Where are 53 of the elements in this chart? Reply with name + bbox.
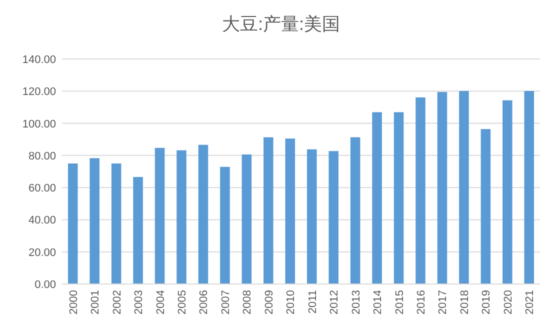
x-tick-label: 2003: [133, 290, 146, 314]
x-tick-label: 2014: [372, 290, 384, 314]
x-tick-label: 2006: [198, 290, 210, 314]
x-tick-label: 2011: [306, 290, 319, 314]
bar: [154, 148, 165, 284]
bar: [372, 112, 382, 284]
x-tick-label: 2020: [502, 290, 514, 314]
x-tick-label: 2016: [416, 290, 428, 314]
x-tick-label: 2013: [350, 290, 362, 314]
bar: [350, 137, 360, 284]
bar: [90, 158, 100, 284]
bar: [437, 92, 448, 284]
bar: [264, 137, 274, 284]
bar: [111, 163, 122, 284]
bar: [133, 176, 143, 284]
bar: [480, 129, 491, 284]
bar: [328, 151, 338, 284]
y-tick-label: 0.00: [34, 279, 56, 291]
bar: [198, 144, 208, 284]
y-tick-label: 80.00: [28, 150, 56, 162]
bar: [394, 112, 404, 284]
x-tick-label: 2002: [111, 290, 124, 314]
x-tick-label: 2007: [220, 290, 232, 314]
x-tick-label: 2018: [458, 290, 471, 314]
x-tick-label: 2019: [480, 290, 493, 314]
bar: [306, 149, 317, 284]
x-tick-label: 2009: [263, 290, 276, 314]
y-tick-label: 120.00: [22, 86, 56, 98]
chart-title: 大豆:产量:美国: [222, 14, 340, 34]
x-tick-label: 2001: [90, 290, 102, 314]
bar: [220, 166, 230, 284]
x-tick-label: 2021: [524, 290, 536, 314]
bar: [524, 90, 534, 284]
y-tick-label: 40.00: [28, 214, 56, 227]
x-tick-label: 2005: [176, 290, 188, 314]
x-tick-label: 2012: [328, 290, 341, 314]
bar: [176, 150, 186, 284]
x-tick-label: 2008: [242, 290, 254, 314]
bar: [68, 163, 78, 284]
y-tick-label: 140.00: [22, 54, 56, 66]
bar: [502, 100, 512, 284]
x-tick-label: 2015: [394, 290, 406, 314]
bar: [285, 138, 296, 284]
bar: [416, 97, 426, 284]
y-tick-label: 60.00: [28, 182, 56, 195]
y-tick-label: 20.00: [28, 246, 56, 259]
x-tick-label: 2000: [68, 290, 80, 314]
y-tick-label: 100.00: [22, 118, 56, 130]
bar: [459, 90, 469, 284]
bar: [242, 154, 252, 284]
x-tick-label: 2004: [154, 290, 167, 314]
x-tick-label: 2017: [437, 290, 450, 314]
x-tick-label: 2010: [285, 290, 298, 314]
